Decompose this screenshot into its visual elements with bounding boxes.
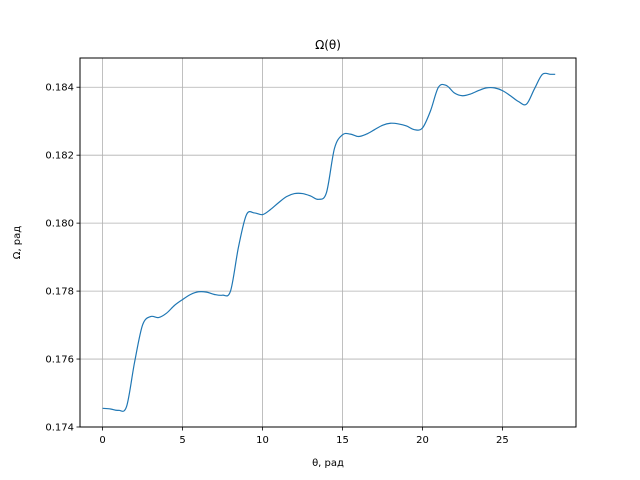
y-tick-label: 0.178 bbox=[45, 287, 74, 298]
x-tick-label: 25 bbox=[496, 435, 509, 446]
x-tick-label: 10 bbox=[256, 435, 269, 446]
grid bbox=[80, 58, 576, 428]
y-axis-ticks: 0.174 0.176 0.178 0.180 0.182 0.184 bbox=[45, 83, 80, 434]
y-tick-label: 0.176 bbox=[45, 355, 74, 366]
x-tick-label: 5 bbox=[179, 435, 185, 446]
x-tick-label: 0 bbox=[99, 435, 105, 446]
x-axis-ticks: 0 5 10 15 20 25 bbox=[99, 427, 509, 446]
y-tick-label: 0.180 bbox=[45, 219, 74, 230]
y-tick-label: 0.174 bbox=[45, 423, 74, 434]
series-layer bbox=[102, 72, 556, 412]
y-axis-label: Ω, рад bbox=[12, 226, 23, 259]
chart-title: Ω(θ) bbox=[315, 38, 341, 52]
y-tick-label: 0.182 bbox=[45, 151, 74, 162]
x-tick-label: 15 bbox=[336, 435, 349, 446]
x-axis-label: θ, рад bbox=[312, 458, 344, 469]
series-line bbox=[102, 72, 556, 412]
plot-frame bbox=[79, 57, 577, 428]
y-tick-label: 0.184 bbox=[45, 83, 74, 94]
x-tick-label: 20 bbox=[416, 435, 429, 446]
